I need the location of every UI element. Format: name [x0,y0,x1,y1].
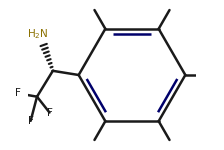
Text: F: F [47,108,52,117]
Text: F: F [15,88,21,98]
Text: F: F [28,116,34,126]
Text: H$_2$N: H$_2$N [27,27,49,41]
